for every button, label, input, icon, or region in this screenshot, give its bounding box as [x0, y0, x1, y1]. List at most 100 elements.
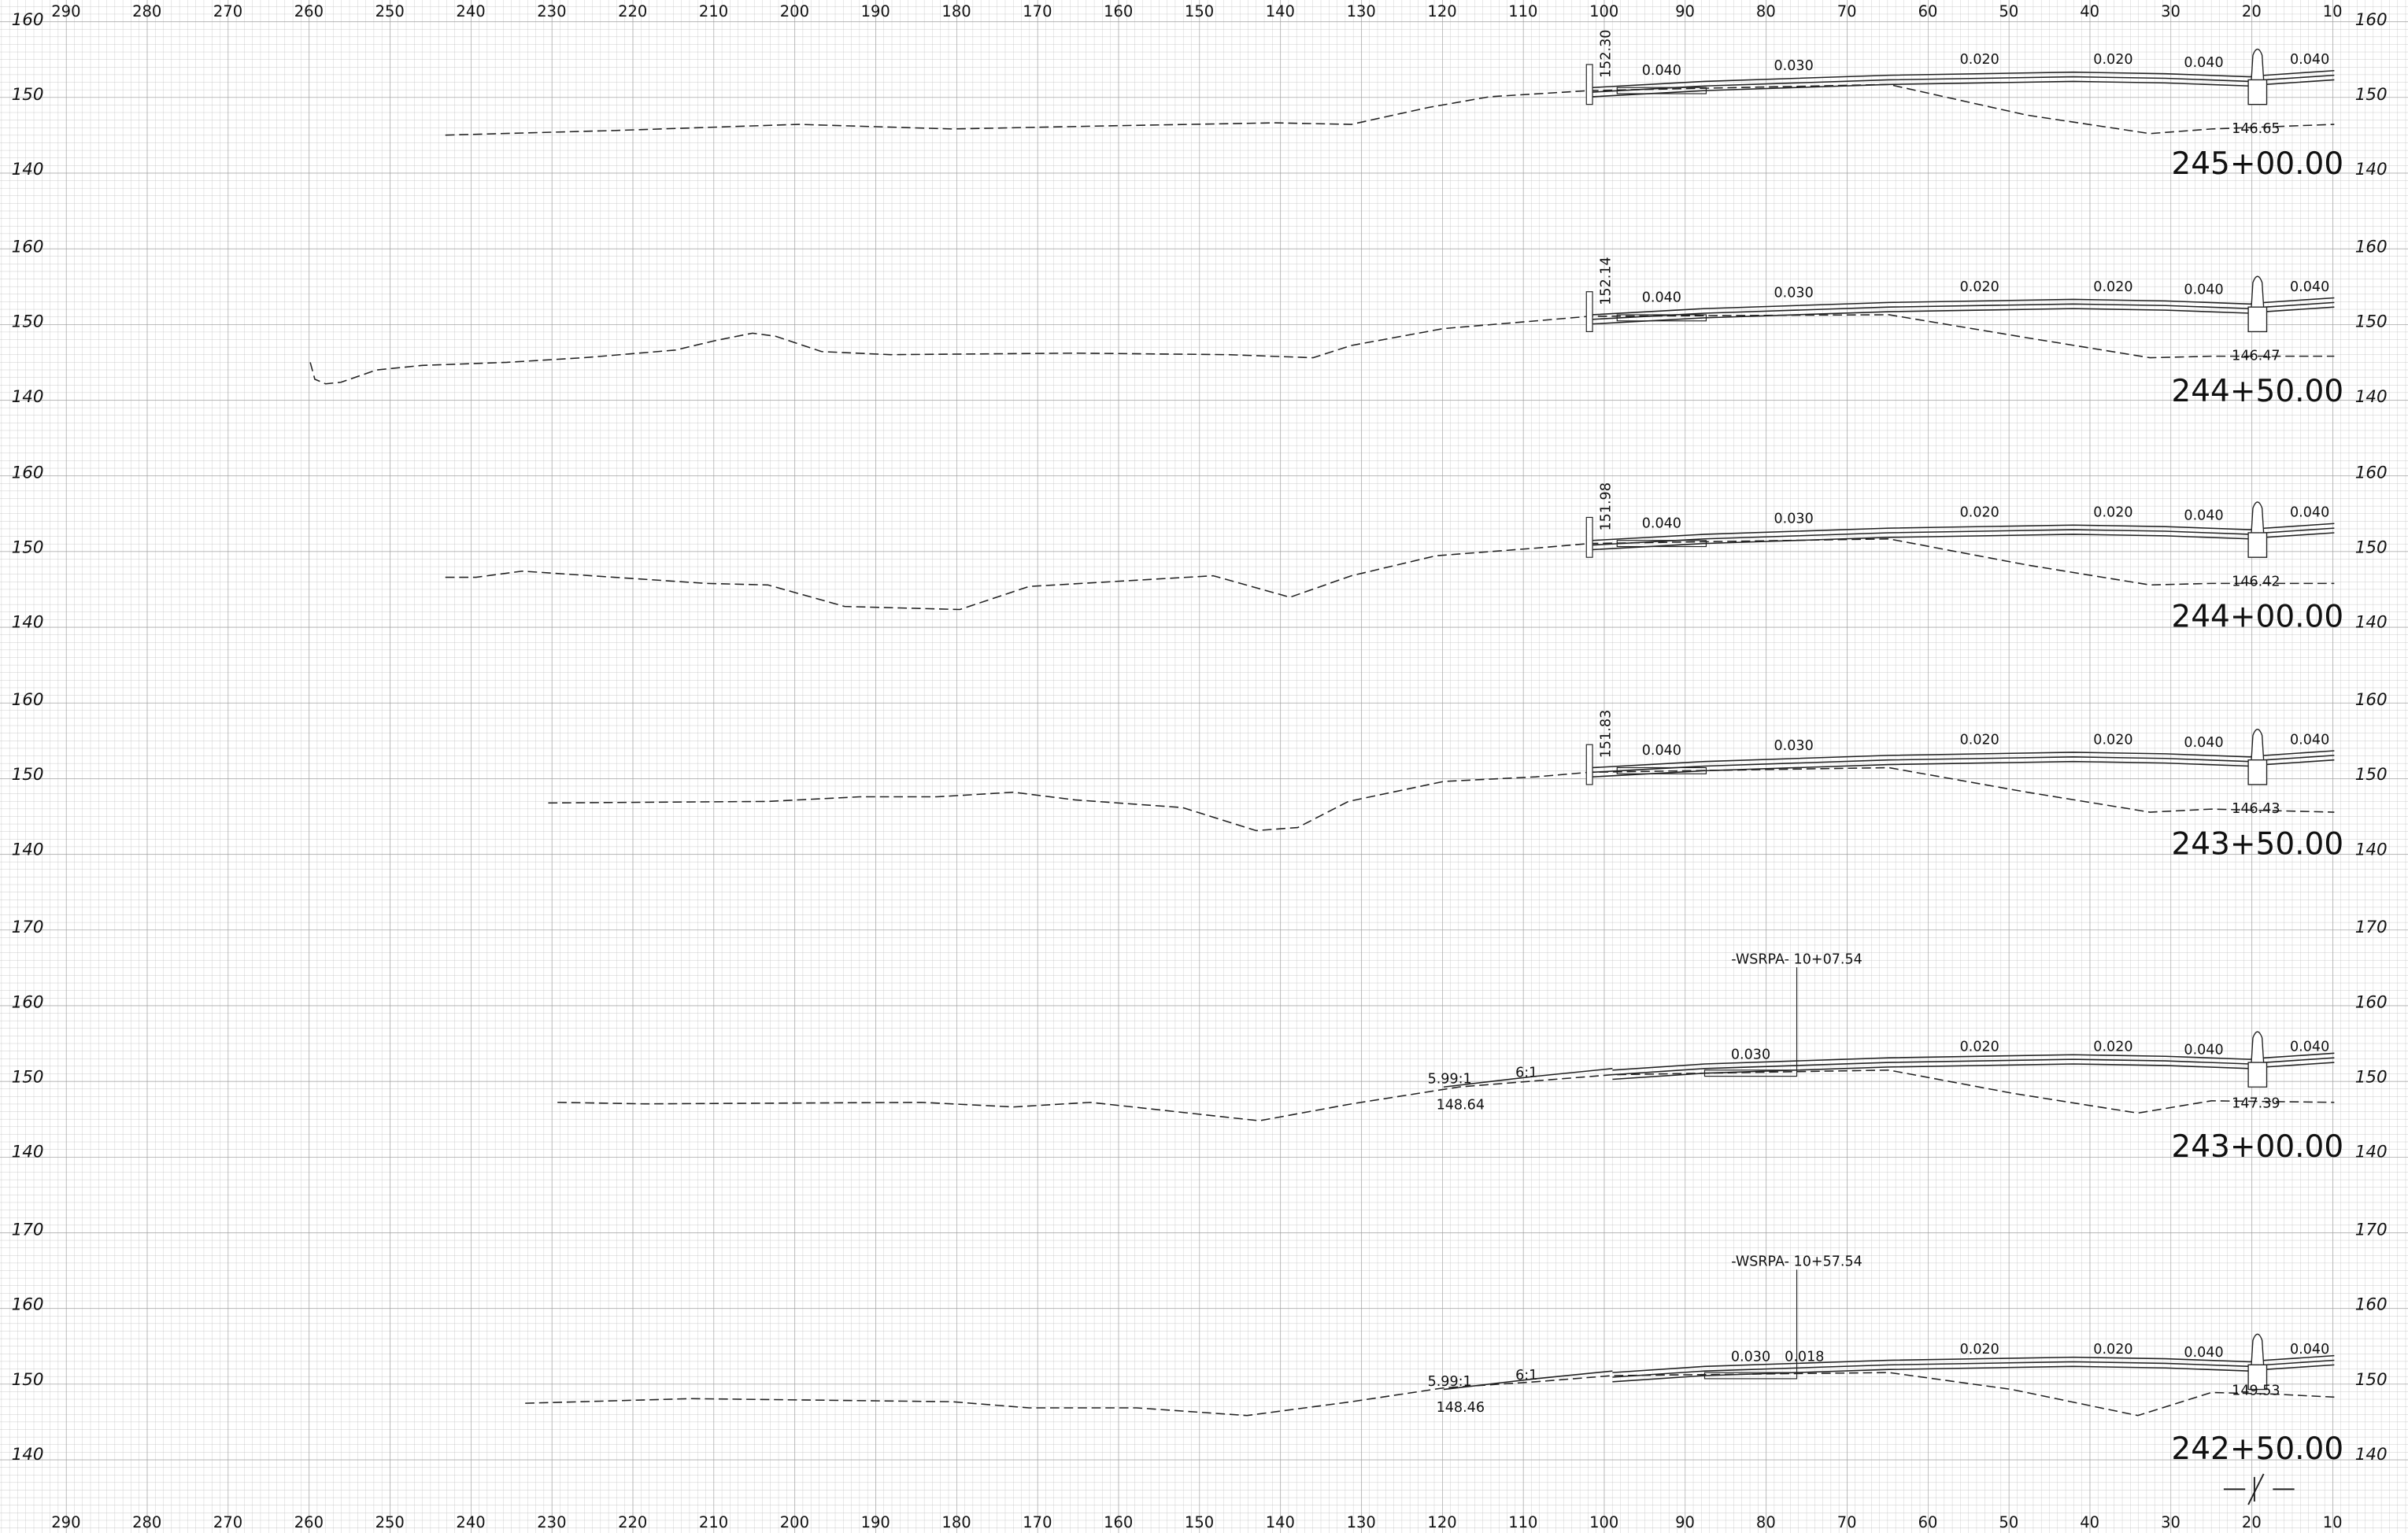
- cross-slope-label: 0.030: [1774, 58, 1814, 74]
- elevation-label: 140: [12, 160, 44, 179]
- x-axis-label: 220: [618, 1513, 647, 1531]
- cross-slope-label: 0.030: [1731, 1350, 1770, 1365]
- x-axis-label: 200: [780, 1513, 809, 1531]
- x-axis-label: 120: [1427, 1513, 1456, 1531]
- x-axis-label: 10: [2323, 1513, 2343, 1531]
- cross-section: 170 170 160 160 150 150 140 140 -WSRPA- 10+07.54…: [12, 918, 2388, 1165]
- cross-section: 160 160 150 150 140 140 152.14 0.040 0.030 0.020 0…: [12, 238, 2388, 409]
- cross-section: 160 160 150 150 140 140 151.83 0.040 0.030 0.020 0…: [12, 690, 2388, 862]
- x-axis-label: 170: [1023, 2, 1052, 20]
- cross-section: 160 160 150 150 140 140 151.98 0.040 0.030 0.020 0…: [12, 463, 2388, 634]
- x-axis-label: 250: [375, 1513, 405, 1531]
- cross-slope-label: 0.040: [1642, 290, 1681, 305]
- elevation-label: 140: [12, 840, 44, 859]
- x-axis-label: 170: [1023, 1513, 1052, 1531]
- cut-slope: [1443, 1370, 1613, 1391]
- elevation-label: 150: [2355, 1370, 2388, 1390]
- x-axis-label: 270: [213, 2, 242, 20]
- cross-slope-label: 0.020: [1960, 505, 1999, 521]
- x-axis-label: 100: [1589, 2, 1618, 20]
- elevation-label: 160: [12, 992, 44, 1012]
- x-axis-label: 130: [1347, 2, 1376, 20]
- elevation-label: 140: [12, 387, 44, 407]
- x-axis-label: 250: [375, 2, 405, 20]
- x-axis-label: 260: [294, 1513, 324, 1531]
- curb: [1585, 64, 1593, 105]
- x-axis-label: 110: [1508, 2, 1537, 20]
- elevation-label: 160: [12, 463, 44, 482]
- x-axis-label: 180: [941, 2, 971, 20]
- x-axis-label: 200: [780, 2, 809, 20]
- median-barrier: [2247, 729, 2268, 785]
- elevation-label: 150: [12, 1068, 44, 1088]
- x-axis-label: 20: [2242, 2, 2262, 20]
- cut-slope: [1443, 1068, 1613, 1088]
- cross-slope-label: 0.030: [1774, 286, 1814, 301]
- side-slope-label: 5.99:1: [1428, 1071, 1472, 1087]
- elevation-label: 160: [12, 238, 44, 257]
- elevation-label: 150: [2355, 537, 2388, 557]
- x-axis-label: 40: [2080, 1513, 2099, 1531]
- cross-slope-label: 0.040: [2184, 1042, 2223, 1058]
- x-axis-label: 140: [1266, 2, 1295, 20]
- x-axis-label: 280: [132, 1513, 161, 1531]
- existing-ground: [557, 1069, 2335, 1121]
- x-axis-label: 20: [2242, 1513, 2262, 1531]
- cross-slope-label: 0.040: [2290, 52, 2329, 68]
- x-axis-label: 160: [1104, 2, 1133, 20]
- x-axis-label: 10: [2323, 2, 2343, 20]
- cross-section: 160 160 150 150 140 140 152.30 0.040 0.030 0.020 0…: [12, 10, 2388, 182]
- cross-slope-label: 0.040: [1642, 515, 1681, 531]
- x-axis-label: 70: [1837, 1513, 1857, 1531]
- cross-slope-label: 0.018: [1785, 1350, 1824, 1365]
- shoulder-block: [1703, 1069, 1798, 1077]
- side-slope-label: 5.99:1: [1428, 1374, 1472, 1390]
- x-axis-label: 210: [699, 2, 728, 20]
- edge-elevation: 151.98: [1599, 482, 1615, 530]
- cross-slope-label: 0.040: [1642, 743, 1681, 759]
- cross-slope-label: 0.040: [2184, 55, 2223, 71]
- cross-slope-label: 0.040: [1642, 63, 1681, 79]
- x-axis-label: 240: [456, 1513, 485, 1531]
- x-axis-label: 180: [941, 1513, 971, 1531]
- cross-slope-label: 0.020: [2093, 1342, 2132, 1358]
- edge-elevation: 151.83: [1599, 710, 1615, 758]
- elevation-label: 150: [2355, 765, 2388, 785]
- x-axis-label: 230: [537, 2, 566, 20]
- elevation-label: 160: [12, 690, 44, 710]
- elevation-label: 150: [2355, 85, 2388, 105]
- x-axis-label: 120: [1427, 2, 1456, 20]
- x-axis-label: 140: [1266, 1513, 1295, 1531]
- x-axis-label: 240: [456, 2, 485, 20]
- existing-ground: [548, 766, 2335, 832]
- edge-elevation: 152.30: [1599, 30, 1615, 78]
- cross-slope-label: 0.040: [2184, 1345, 2223, 1361]
- x-axis-label: 50: [1999, 2, 2018, 20]
- cross-slope-label: 0.020: [1960, 1040, 1999, 1055]
- cross-slope-label: 0.020: [2093, 52, 2132, 68]
- x-axis-label: 30: [2161, 2, 2181, 20]
- x-axis-label: 260: [294, 2, 324, 20]
- x-axis-label: 70: [1837, 2, 1857, 20]
- median-barrier: [2247, 1333, 2268, 1391]
- median-barrier: [2247, 48, 2268, 105]
- elevation-label: 140: [2355, 1445, 2388, 1465]
- median-barrier: [2247, 1031, 2268, 1088]
- elevation-label: 140: [2355, 840, 2388, 859]
- x-axis-label: 270: [213, 1513, 242, 1531]
- elevation-label: 160: [2355, 10, 2388, 30]
- cross-slope-label: 0.030: [1774, 738, 1814, 754]
- curb: [1585, 516, 1593, 558]
- cross-slope-label: 0.040: [2290, 1342, 2329, 1358]
- shoulder-block: [1703, 1372, 1798, 1380]
- elevation-label: 150: [2355, 312, 2388, 332]
- cross-slope-label: 0.030: [1774, 511, 1814, 526]
- x-axis-label: 190: [861, 2, 890, 20]
- toe-elevation: 148.46: [1437, 1400, 1485, 1416]
- ditch-elevation: 146.43: [2232, 801, 2280, 817]
- curb: [1585, 291, 1593, 332]
- x-axis-label: 220: [618, 2, 647, 20]
- elevation-label: 170: [2355, 918, 2388, 937]
- elevation-label: 150: [2355, 1068, 2388, 1088]
